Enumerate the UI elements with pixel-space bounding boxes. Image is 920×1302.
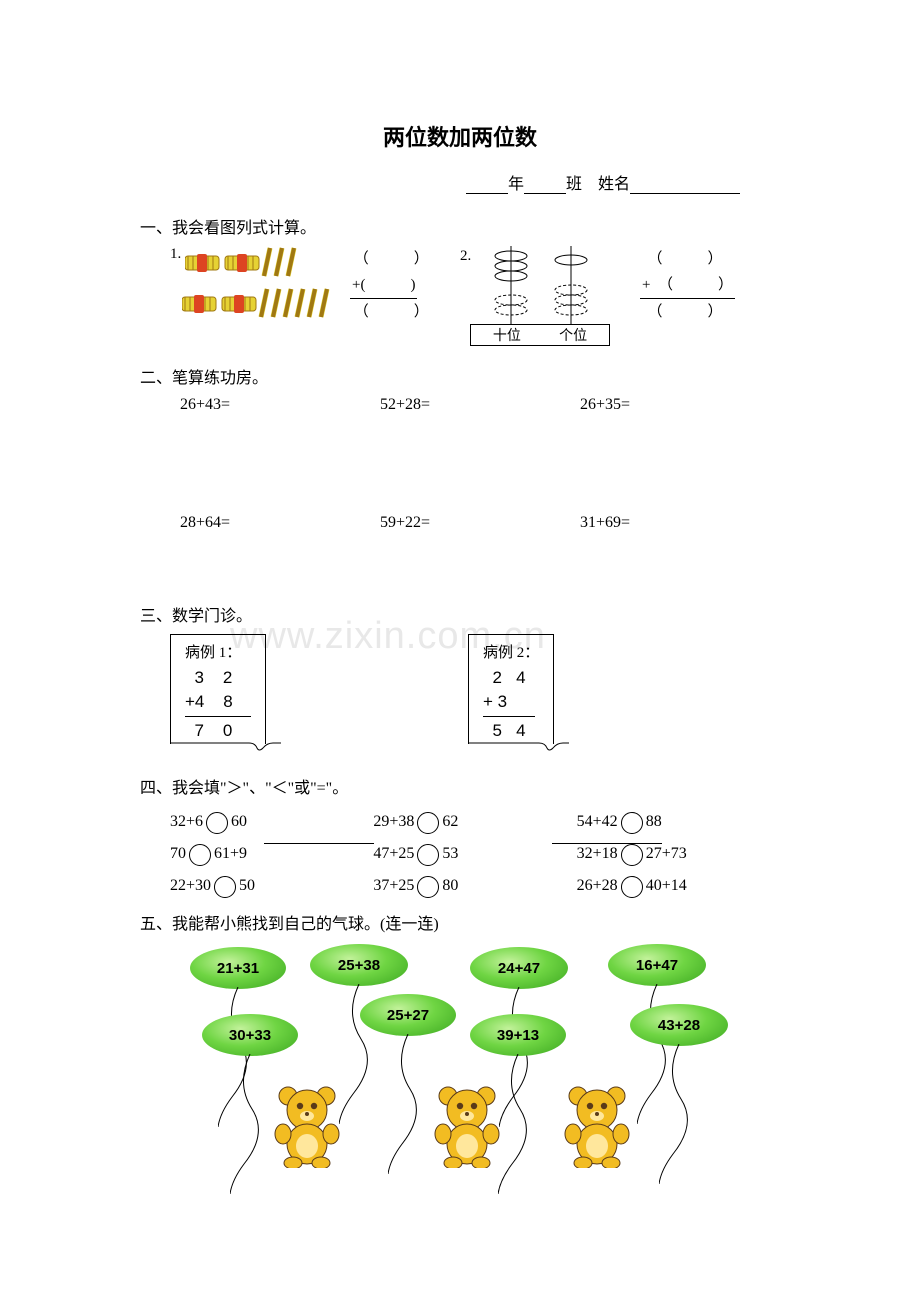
case-2: 病例 2： 2 4 + 3 5 4 [468, 634, 662, 744]
balloon-label: 24+47 [470, 947, 568, 989]
cmp-item[interactable]: 32+660 [170, 806, 373, 838]
calc-item[interactable]: 31+69= [580, 514, 780, 532]
balloon-label: 25+27 [360, 994, 456, 1036]
balloon-label: 21+31 [190, 947, 286, 989]
blank-name[interactable] [630, 178, 740, 194]
balloon-label: 30+33 [202, 1014, 298, 1056]
balloon[interactable]: 24+47 [470, 947, 568, 989]
sticks-row1-icon [185, 246, 335, 282]
calc-item[interactable]: 52+28= [380, 396, 580, 414]
balloon-label: 43+28 [630, 1004, 728, 1046]
sec3-heading: 三、数学门诊。 [140, 602, 780, 626]
q2-blanks[interactable]: （ ） + （ ） （ ） [640, 246, 735, 325]
cmp-item[interactable]: 37+2580 [373, 870, 576, 902]
balloon[interactable]: 39+13 [470, 1014, 566, 1056]
plus-1: +( [352, 277, 365, 293]
balloon-string-icon [218, 987, 278, 1127]
compare-circle[interactable] [206, 812, 228, 834]
case2-answer-line[interactable] [552, 843, 662, 844]
bear-icon [430, 1084, 504, 1168]
balloon[interactable]: 25+38 [310, 944, 408, 986]
balloon-label: 25+38 [310, 944, 408, 986]
sec4-heading: 四、我会填"＞"、"＜"或"="。 [140, 774, 780, 798]
sec2-heading: 二、笔算练功房。 [140, 364, 780, 388]
case-1: 病例 1： 3 2 +4 8 7 0 [170, 634, 374, 744]
bear-icon [560, 1084, 634, 1168]
abacus-figure: 2. [460, 246, 626, 333]
balloon-label: 39+13 [470, 1014, 566, 1056]
label-name: 姓名 [598, 176, 630, 193]
abacus-labels: 十位个位 [470, 324, 610, 346]
cmp-item[interactable]: 47+2553 [373, 838, 576, 870]
case1-label: 病例 1： [185, 641, 251, 662]
cmp-item[interactable]: 54+4288 [577, 806, 780, 838]
calc-row-2: 28+64= 59+22= 31+69= [140, 514, 780, 532]
cmp-row: 32+66029+386254+4288 [140, 806, 780, 838]
bear[interactable] [560, 1084, 634, 1173]
balloon[interactable]: 30+33 [202, 1014, 298, 1056]
blank-class[interactable] [524, 178, 566, 194]
bear-icon [270, 1084, 344, 1168]
balloon-string-icon [659, 1044, 719, 1184]
student-info: 年 班 姓名 [140, 170, 780, 194]
calc-row-1: 26+43= 52+28= 26+35= [140, 396, 780, 414]
sticks-row2-icon [182, 287, 362, 323]
tens-label: 十位 [474, 325, 540, 345]
calc-item[interactable]: 28+64= [180, 514, 380, 532]
balloon-label: 16+47 [608, 944, 706, 986]
sec3-body: 病例 1： 3 2 +4 8 7 0 病例 2： 2 4 + 3 5 4 [140, 634, 780, 744]
balloon[interactable]: 43+28 [630, 1004, 728, 1046]
balloon-string-icon [499, 987, 559, 1127]
compare-circle[interactable] [189, 844, 211, 866]
label-class: 班 [566, 176, 582, 193]
calc-item[interactable]: 59+22= [380, 514, 580, 532]
q1-blanks[interactable]: （ ） +( ) （ ） [350, 246, 429, 325]
cmp-item[interactable]: 26+2840+14 [577, 870, 780, 902]
box-bottom-wave [171, 742, 281, 752]
q1-prefix: 1. [170, 246, 181, 262]
cmp-item[interactable]: 22+3050 [170, 870, 373, 902]
compare-circle[interactable] [621, 812, 643, 834]
q2-prefix: 2. [460, 248, 471, 265]
case1-answer-line[interactable] [264, 843, 374, 844]
cmp-row: 22+305037+258026+2840+14 [140, 870, 780, 902]
page-title: 两位数加两位数 [140, 120, 780, 152]
abacus-icon [476, 246, 626, 328]
box-bottom-wave [469, 742, 569, 752]
balloon-string-icon [498, 1054, 558, 1194]
balloon[interactable]: 21+31 [190, 947, 286, 989]
balloon[interactable]: 25+27 [360, 994, 456, 1036]
sec1-body: 1. [140, 246, 780, 356]
blank-year[interactable] [466, 178, 508, 194]
compare-circle[interactable] [621, 844, 643, 866]
sec5-body: 21+31 25+38 25+27 24+47 16+47 30+33 39+13 43+28 [140, 944, 780, 1174]
cmp-row: 7061+947+255332+1827+73 [140, 838, 780, 870]
bear[interactable] [270, 1084, 344, 1173]
compare-circle[interactable] [417, 876, 439, 898]
sec4-body: 32+66029+386254+42887061+947+255332+1827… [140, 806, 780, 902]
compare-circle[interactable] [417, 812, 439, 834]
compare-circle[interactable] [621, 876, 643, 898]
label-year: 年 [508, 176, 524, 193]
case2-label: 病例 2： [483, 641, 539, 662]
calc-item[interactable]: 26+43= [180, 396, 380, 414]
sticks-figure: 1. [170, 246, 362, 328]
calc-item[interactable]: 26+35= [580, 396, 780, 414]
ones-label: 个位 [540, 325, 606, 345]
cmp-item[interactable]: 29+3862 [373, 806, 576, 838]
sec1-heading: 一、我会看图列式计算。 [140, 214, 780, 238]
balloon[interactable]: 16+47 [608, 944, 706, 986]
sec5-heading: 五、我能帮小熊找到自己的气球。(连一连) [140, 910, 780, 934]
compare-circle[interactable] [214, 876, 236, 898]
bear[interactable] [430, 1084, 504, 1173]
compare-circle[interactable] [417, 844, 439, 866]
